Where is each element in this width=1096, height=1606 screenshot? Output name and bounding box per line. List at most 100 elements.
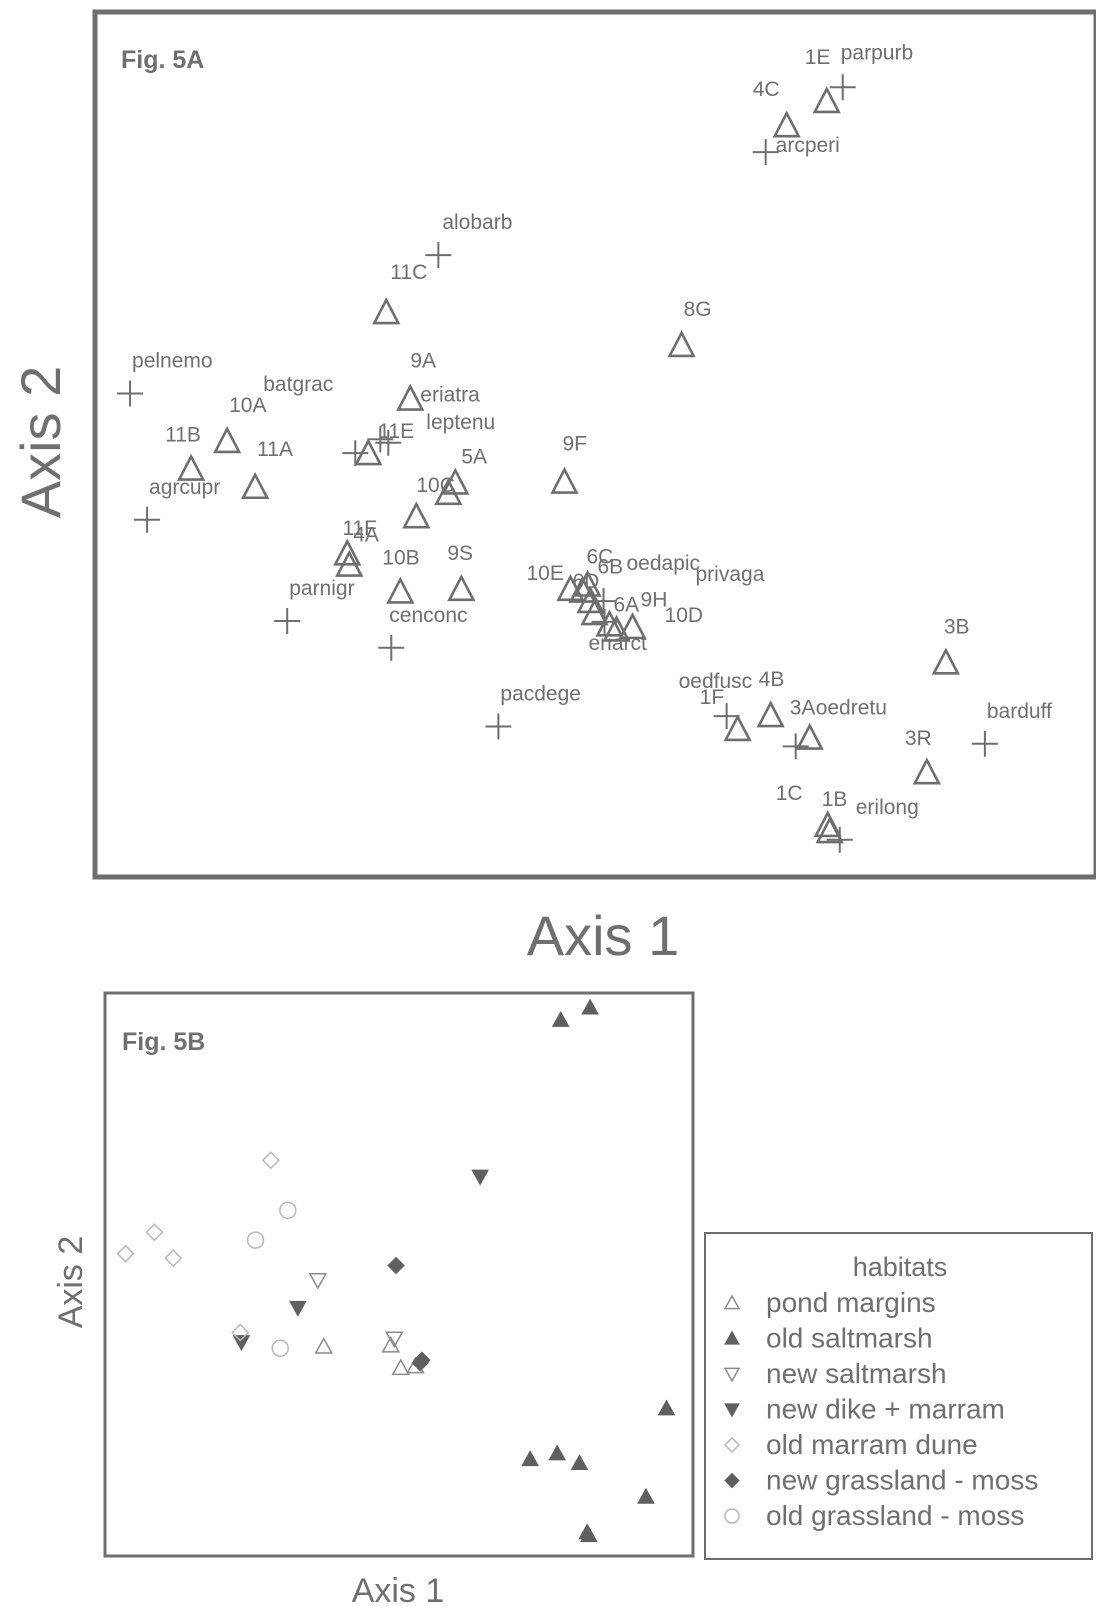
species-label: alobarb (442, 211, 512, 234)
site-marker (396, 383, 425, 411)
site-label: 10D (665, 604, 704, 627)
legend-label-oldgrass: old grassland - moss (766, 1500, 1024, 1531)
site-label: 6C (586, 546, 613, 569)
site-marker (402, 501, 431, 529)
site-marker (618, 612, 647, 640)
legend-marker-newsalt (723, 1367, 741, 1383)
species-label: pelnemo (132, 349, 213, 372)
habitat-marker-newdike (289, 1300, 307, 1317)
habitat-marker-pond (314, 1337, 334, 1354)
site-label: 1B (822, 788, 848, 811)
site-label: 1F (700, 686, 725, 709)
site-marker (580, 598, 609, 626)
habitat-marker-oldsalt (637, 1487, 655, 1504)
legend-label-newgrass: new grassland - moss (766, 1465, 1038, 1496)
species-label: cenconc (389, 604, 467, 627)
chart-5b-title: Fig. 5B (122, 1028, 205, 1056)
site-label: 1E (805, 46, 831, 69)
site-marker (333, 538, 362, 566)
site-marker (772, 110, 801, 138)
species-label: eriarct (589, 632, 648, 655)
habitat-marker-oldmarram (116, 1244, 135, 1263)
site-label: 9H (641, 588, 668, 611)
site-label: 3B (944, 615, 970, 638)
site-label: 11F (342, 517, 377, 540)
species-label: barduff (987, 700, 1052, 723)
site-label: 4A (353, 524, 379, 547)
habitat-marker-newgrass (411, 1354, 429, 1372)
habitat-marker-oldgrass (271, 1339, 289, 1358)
chart-5b-xlabel: Axis 1 (352, 1572, 445, 1606)
species-label: parpurb (841, 41, 913, 64)
habitat-marker-pond (381, 1335, 401, 1353)
legend-label-oldmarram: old marram dune (766, 1429, 978, 1460)
chart-5b: Fig. 5B Axis 1 Axis 2 habitats pond marg… (52, 991, 1093, 1606)
habitat-marker-oldgrass (246, 1231, 265, 1249)
habitat-marker-oldsalt (548, 1444, 567, 1461)
species-label: privaga (696, 563, 765, 586)
site-label: 1C (776, 782, 803, 805)
species-label: arcperi (776, 134, 840, 157)
species-label: batgrac (263, 373, 333, 396)
legend-title: habitats (853, 1252, 948, 1282)
site-label: 3A (790, 697, 816, 720)
species-label: erilong (856, 796, 919, 819)
site-label: 11A (257, 438, 293, 461)
chart-5b-frame (103, 991, 695, 1558)
site-marker (386, 576, 415, 604)
legend-marker-newgrass (724, 1472, 740, 1489)
habitat-marker-newdike (232, 1335, 251, 1352)
chart-5a-frame (92, 9, 1096, 880)
habitat-marker-oldsalt (580, 1526, 598, 1543)
chart-5a: Fig. 5A 1E 4C 11C 8G 9A 10A 11B 11A 11E 5A 10C 9F 11… (9, 9, 1096, 967)
site-marker (241, 471, 270, 500)
site-marker (931, 647, 960, 675)
site-label: oedapic (626, 552, 700, 575)
legend-marker-oldgrass (724, 1508, 740, 1524)
site-marker (723, 714, 752, 742)
site-marker (667, 330, 696, 358)
habitat-marker-newdike (471, 1169, 489, 1186)
site-label: 9A (410, 350, 436, 373)
habitat-marker-newsalt (308, 1272, 328, 1290)
habitat-marker-oldmarram (231, 1323, 250, 1342)
legend-entries: pond margins old saltmarsh new saltmarsh ne… (723, 1287, 1038, 1531)
site-marker (212, 426, 242, 454)
site-label: 10B (382, 546, 419, 569)
habitat-marker-oldsalt (551, 1010, 570, 1027)
site-marker (372, 297, 401, 325)
site-label: 5A (461, 445, 487, 468)
site-label: 10E (526, 562, 563, 585)
site-marker (602, 614, 631, 642)
legend-marker-pond (723, 1294, 741, 1310)
site-label: 10C (416, 474, 455, 497)
site-marker (447, 574, 476, 602)
species-label: pacdege (500, 682, 581, 705)
site-marker (756, 700, 785, 728)
legend-label-newdike: new dike + marram (766, 1394, 1005, 1425)
legend-label-pond: pond margins (766, 1287, 936, 1318)
habitat-marker-oldmarram (145, 1223, 164, 1242)
legend-label-oldsalt: old saltmarsh (766, 1323, 933, 1354)
legend-marker-newdike (724, 1403, 740, 1418)
site-label: 4C (753, 78, 780, 101)
site-label: 9F (562, 433, 587, 456)
habitat-marker-oldsalt (521, 1450, 539, 1467)
chart-5a-title: Fig. 5A (121, 46, 204, 74)
site-marker (795, 722, 824, 750)
site-label: 10A (229, 394, 266, 417)
site-label: 6D (572, 570, 599, 593)
chart-5b-ylabel: Axis 2 (52, 1236, 90, 1329)
site-marker (815, 816, 844, 844)
site-label: 3R (905, 727, 932, 750)
legend-label-newsalt: new saltmarsh (766, 1358, 947, 1389)
habitat-marker-newgrass (387, 1256, 405, 1275)
habitat-marker-oldsalt (570, 1454, 589, 1471)
chart-5b-legend: habitats pond margins old saltmarsh new sa… (704, 1232, 1093, 1560)
species-label: leptenu (426, 411, 495, 434)
species-label: oedretu (816, 696, 887, 719)
chart-5b-points (116, 998, 676, 1543)
site-label: 8G (684, 298, 712, 321)
